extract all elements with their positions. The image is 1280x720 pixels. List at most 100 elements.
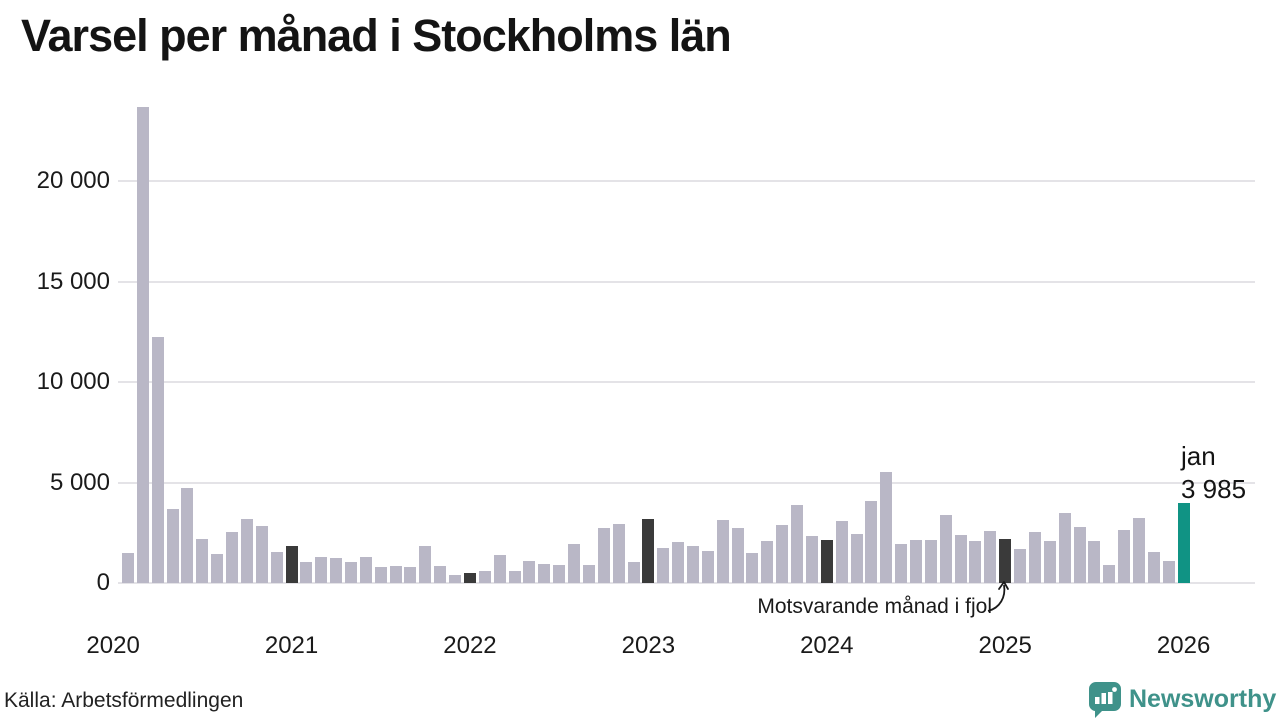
bar-2023-06 <box>716 519 729 583</box>
bar-2025-08 <box>1103 565 1116 583</box>
y-axis-tick-label: 0 <box>96 569 110 596</box>
bar-2021-03 <box>315 556 328 583</box>
bar-2022-11 <box>612 523 625 583</box>
bar-2020-12 <box>270 551 283 583</box>
bar-2021-06 <box>359 556 372 583</box>
bar-2024-08 <box>924 539 937 583</box>
x-axis-year-label-2021: 2021 <box>264 632 319 659</box>
x-axis-year-label-2025: 2025 <box>978 632 1032 659</box>
bar-2023-12 <box>805 536 818 583</box>
x-axis-year-label-2024: 2024 <box>800 632 854 659</box>
bar-2025-04 <box>1043 541 1056 583</box>
gridline-0 <box>118 582 1255 584</box>
bar-2025-07 <box>1088 540 1101 583</box>
chart-title: Varsel per månad i Stockholms län <box>21 10 732 61</box>
bar-2024-02 <box>835 520 848 583</box>
bar-2024-09 <box>939 514 952 583</box>
bar-2023-01 <box>642 519 655 583</box>
gridline-20000 <box>118 180 1255 183</box>
bar-2021-09 <box>404 566 417 583</box>
bar-2024-03 <box>850 534 863 583</box>
bar-2020-09 <box>226 531 239 583</box>
bar-2020-10 <box>240 518 253 583</box>
bar-2024-07 <box>910 539 922 583</box>
bar-2021-02 <box>300 561 313 583</box>
bar-2021-11 <box>434 565 447 583</box>
bar-2024-05 <box>880 471 893 583</box>
newsworthy-bubble-chart-icon <box>1088 682 1121 718</box>
current-value-label: jan 3 985 <box>1181 440 1246 506</box>
bar-2025-03 <box>1028 531 1041 583</box>
bar-2022-06 <box>538 563 551 583</box>
bar-2023-09 <box>761 540 774 583</box>
current-value-number: 3 985 <box>1181 474 1247 504</box>
current-month-label: jan <box>1181 441 1216 471</box>
gridline-10000 <box>118 381 1255 384</box>
x-axis-year-label-2023: 2023 <box>621 632 676 659</box>
bar-2021-07 <box>374 567 387 583</box>
newsworthy-logo: Newsworthy <box>1086 680 1276 718</box>
bar-2026-01 <box>1177 502 1190 583</box>
bar-2020-07 <box>196 538 209 583</box>
bar-2024-10 <box>954 534 967 583</box>
bar-2023-05 <box>701 551 714 583</box>
newsworthy-logo-text: Newsworthy <box>1129 685 1277 713</box>
bar-2021-05 <box>345 561 358 583</box>
bar-2022-08 <box>568 544 581 583</box>
bar-2020-02 <box>122 552 134 583</box>
bar-2024-11 <box>969 540 982 583</box>
bar-2022-02 <box>478 571 491 583</box>
source-note: Källa: Arbetsförmedlingen <box>4 689 244 712</box>
y-axis-tick-label: 15 000 <box>36 267 110 295</box>
gridline-5000 <box>118 481 1255 484</box>
x-axis-year-label-2026: 2026 <box>1156 632 1211 659</box>
bar-2023-11 <box>791 505 804 583</box>
bar-2021-10 <box>419 545 432 583</box>
bar-2025-10 <box>1133 517 1146 583</box>
bar-2021-08 <box>389 565 402 583</box>
bar-2022-05 <box>523 560 536 583</box>
bar-2025-12 <box>1162 560 1175 583</box>
bar-2025-06 <box>1073 526 1086 583</box>
bar-2025-05 <box>1058 512 1071 583</box>
bar-2023-10 <box>776 524 789 583</box>
gridline-15000 <box>118 280 1255 283</box>
bar-2024-06 <box>895 544 908 583</box>
bar-2023-02 <box>657 548 670 583</box>
bar-2022-07 <box>553 565 566 583</box>
bar-2021-04 <box>330 557 343 583</box>
bar-2025-02 <box>1014 548 1027 583</box>
bar-2024-04 <box>865 500 878 583</box>
bar-2023-03 <box>672 542 685 583</box>
bar-2021-12 <box>449 574 462 583</box>
bar-2024-12 <box>984 530 997 583</box>
bar-2020-05 <box>166 508 179 583</box>
bar-2023-04 <box>686 546 699 583</box>
bar-2020-08 <box>211 553 224 583</box>
bar-2020-06 <box>181 487 194 583</box>
bar-2020-03 <box>136 107 149 583</box>
bar-2023-07 <box>731 527 744 583</box>
bar-2020-04 <box>151 337 164 583</box>
bar-2020-11 <box>255 525 268 583</box>
bar-2022-01 <box>463 572 476 583</box>
bar-2023-08 <box>746 553 759 583</box>
y-axis-tick-label: 20 000 <box>36 167 110 195</box>
bar-2025-11 <box>1147 552 1160 583</box>
bar-2025-09 <box>1118 529 1131 583</box>
bar-2022-04 <box>508 570 521 583</box>
last-year-annotation: Motsvarande månad i fjol <box>757 595 992 618</box>
curved-arrow-icon <box>987 581 1009 612</box>
bar-2025-01 <box>999 539 1012 583</box>
bar-2022-03 <box>493 555 506 583</box>
bar-2022-12 <box>627 561 640 583</box>
bar-2022-10 <box>597 528 610 583</box>
y-axis-tick-label: 5 000 <box>49 468 110 496</box>
y-axis-tick-label: 10 000 <box>36 368 110 396</box>
x-axis-year-label-2020: 2020 <box>86 632 140 659</box>
bar-2022-09 <box>582 565 595 583</box>
bar-2021-01 <box>285 545 298 583</box>
bar-2024-01 <box>820 539 833 583</box>
x-axis-year-label-2022: 2022 <box>443 632 497 659</box>
